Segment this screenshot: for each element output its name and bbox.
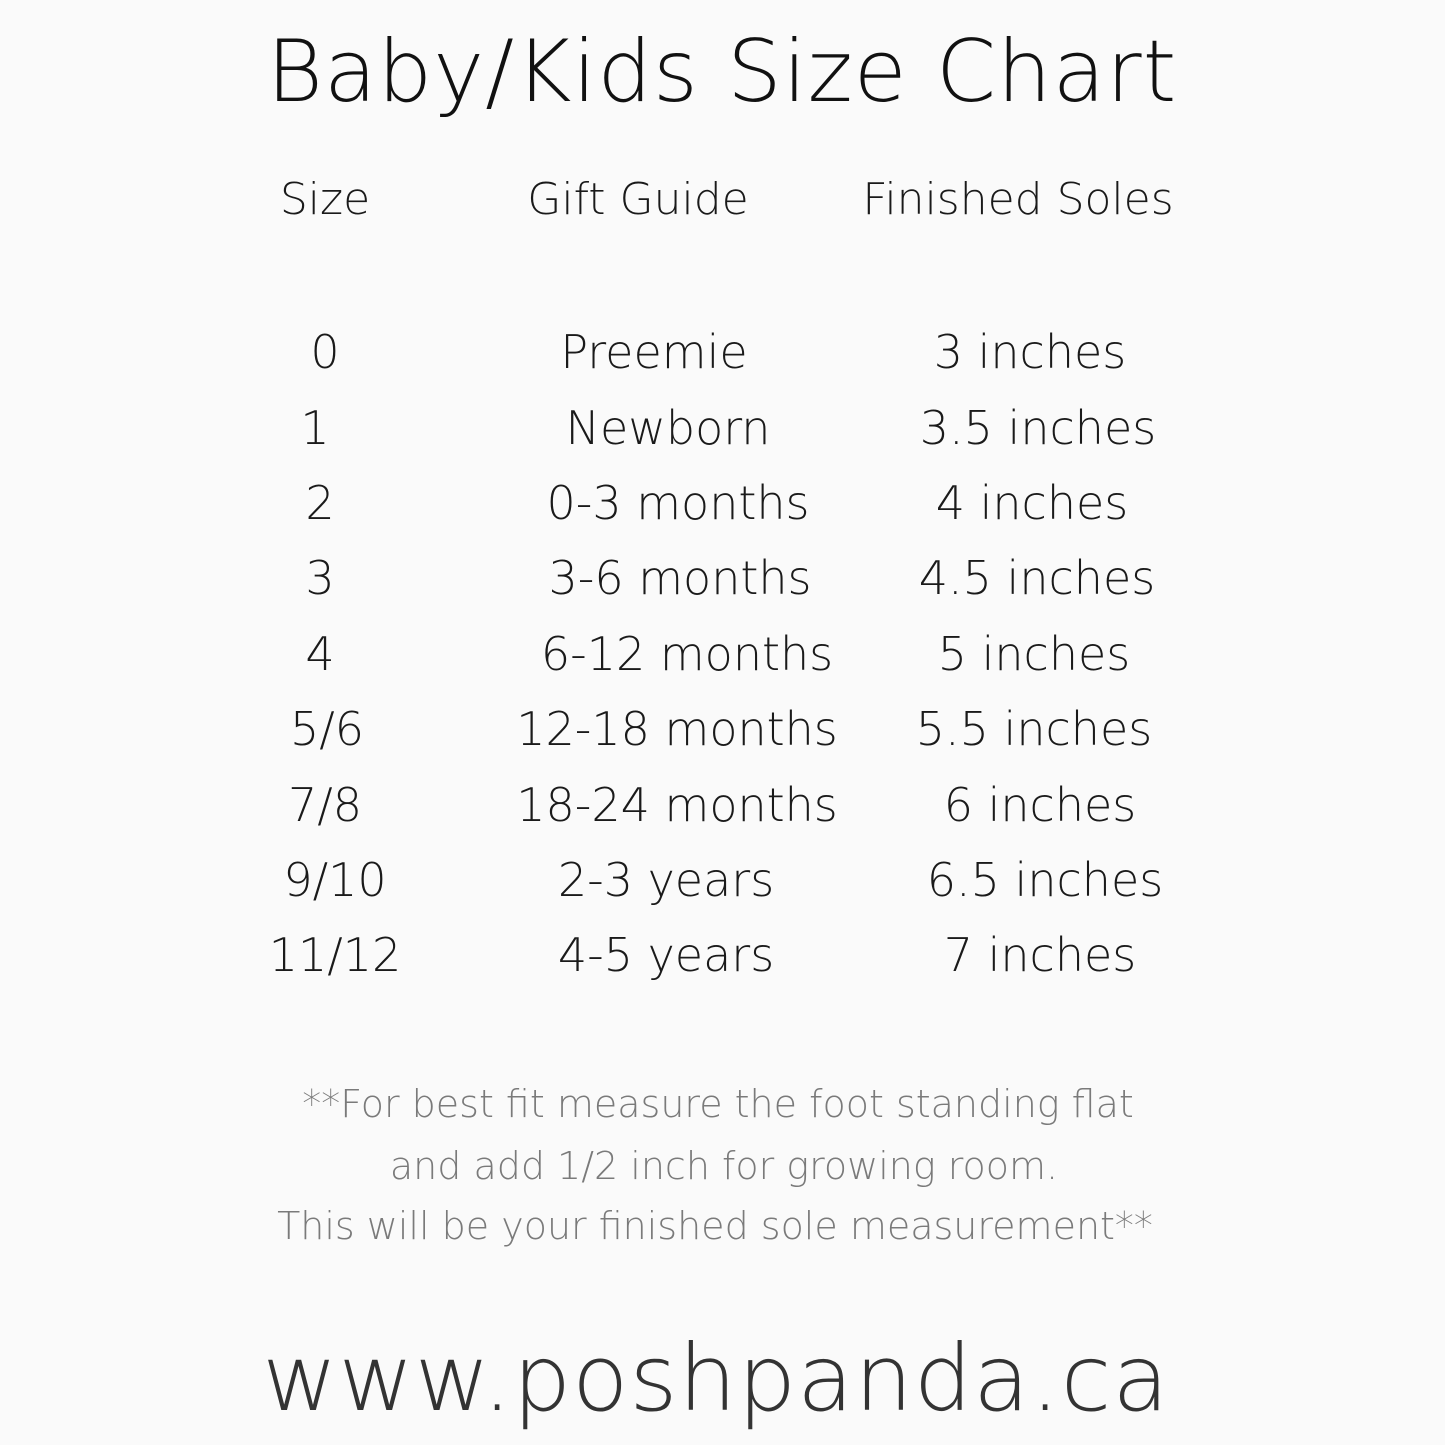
sole-cell: 5.5 inches <box>915 702 1153 756</box>
size-cell: 5/6 <box>289 702 365 756</box>
size-cell: 11/12 <box>268 928 402 982</box>
fit-note-line-2: and add 1/2 inch for growing room. <box>389 1144 1059 1188</box>
sole-cell: 7 inches <box>943 928 1137 982</box>
size-cell: 7/8 <box>287 778 363 832</box>
gift-guide-cell: 0-3 months <box>546 476 810 530</box>
gift-guide-cell: 2-3 years <box>557 853 775 907</box>
size-cell: 4 <box>305 627 335 681</box>
website-link[interactable]: www.poshpanda.ca <box>262 1325 1170 1432</box>
size-cell: 9/10 <box>283 853 387 907</box>
gift-guide-cell: 6-12 months <box>540 627 834 681</box>
gift-guide-cell: 18-24 months <box>516 778 838 832</box>
size-cell: 1 <box>300 401 330 455</box>
sole-cell: 3.5 inches <box>919 401 1157 455</box>
gift-guide-cell: Preemie <box>560 325 748 379</box>
sole-cell: 4.5 inches <box>918 551 1156 605</box>
fit-note-line-3: This will be your finished sole measurem… <box>277 1204 1153 1248</box>
header-finished-soles: Finished Soles <box>862 174 1174 225</box>
size-cell: 2 <box>305 476 335 530</box>
sole-cell: 5 inches <box>937 627 1131 681</box>
header-gift-guide: Gift Guide <box>527 174 749 225</box>
sole-cell: 4 inches <box>935 476 1129 530</box>
header-size: Size <box>279 174 371 225</box>
fit-note-line-1: **For best fit measure the foot standing… <box>302 1082 1134 1126</box>
size-cell: 0 <box>310 325 340 379</box>
sole-cell: 6 inches <box>943 778 1137 832</box>
page-title: Baby/Kids Size Chart <box>266 22 1178 122</box>
gift-guide-cell: 3-6 months <box>548 551 812 605</box>
gift-guide-cell: 12-18 months <box>516 702 838 756</box>
gift-guide-cell: 4-5 years <box>557 928 775 982</box>
size-cell: 3 <box>305 551 335 605</box>
sole-cell: 3 inches <box>933 325 1127 379</box>
sole-cell: 6.5 inches <box>926 853 1164 907</box>
gift-guide-cell: Newborn <box>565 401 771 455</box>
